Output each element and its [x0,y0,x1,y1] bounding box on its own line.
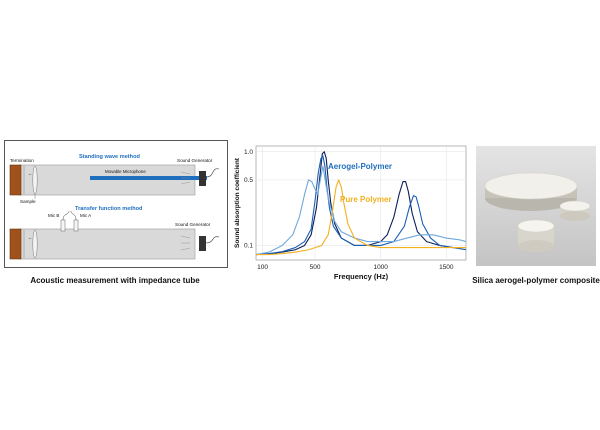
series-line-4 [256,179,466,256]
x-tick-label: 1500 [439,264,454,271]
termination-top [9,164,22,196]
plot-frame [255,145,467,261]
movable-mic-label: Movable Microphone [105,169,146,174]
small-disc-front [517,219,555,233]
y-axis-label: Sound absorption coefficient [234,157,241,248]
transfer-function-title: Transfer function method [75,206,143,212]
aerogel-sample-photo [476,146,596,266]
sample-label: Sample [20,199,36,204]
impedance-tube-diagram: ↔ Termination Sample Standing wave metho… [4,140,228,268]
annotation-pure-polymer: Pure Polymer [340,195,392,204]
mic-b-icon [60,219,66,232]
photo-caption: Silica aerogel-polymer composite [472,276,600,285]
movable-microphone-rod [90,176,207,180]
sound-generator-bottom-icon [199,236,206,251]
series-line-2 [255,155,467,256]
tube-bottom [18,228,196,260]
sample-bottom [32,229,38,259]
sound-generator-top-icon [199,171,206,186]
annotation-aerogel-polymer: Aerogel-Polymer [328,162,392,171]
x-tick-label: 1000 [373,264,388,271]
y-tick-label: 1.0 [244,149,253,156]
tube-diagram-svg: ↔ Termination Sample Standing wave metho… [9,154,220,260]
standing-wave-title: Standing wave method [79,154,140,160]
termination-bottom [9,228,22,260]
sound-generator-bottom-label: Sound Generator [175,222,211,227]
sound-generator-top-label: Sound Generator [177,158,213,163]
tube-caption: Acoustic measurement with impedance tube [30,276,200,285]
sample-top [32,165,38,195]
y-tick-label: 0.5 [244,177,253,184]
absorption-chart: 100 500 1000 1500 0.1 0.5 1.0 Aerogel-Polymer … [232,140,470,290]
svg-text:↔: ↔ [28,235,33,240]
mic-b-label: Mic B [48,213,59,218]
termination-label: Termination [10,158,34,163]
sample-photo-svg [476,146,596,266]
mic-a-label: Mic A [80,213,92,218]
small-disc-back [559,200,591,212]
x-axis-label: Frequency (Hz) [334,272,389,281]
mic-a-icon [73,219,79,232]
small-disc-front-side [518,240,554,252]
large-disc [484,172,578,200]
x-tick-label: 100 [257,264,268,271]
x-tick-label: 500 [310,264,321,271]
svg-text:↔: ↔ [28,171,33,176]
y-tick-label: 0.1 [244,243,253,250]
series-line-3 [255,165,467,256]
